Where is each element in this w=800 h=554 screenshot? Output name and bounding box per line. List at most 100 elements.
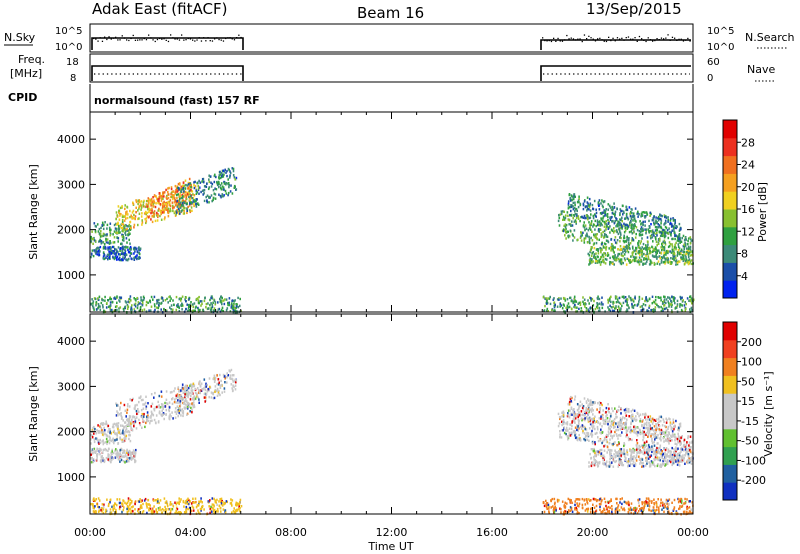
range-gate-cell: [660, 305, 662, 309]
range-gate-cell: [567, 204, 570, 207]
range-gate-cell: [690, 238, 692, 241]
range-gate-cell: [184, 207, 186, 210]
range-gate-cell: [198, 389, 201, 393]
range-gate-cell: [146, 420, 148, 423]
range-gate-cell: [213, 299, 216, 302]
range-gate-cell: [118, 211, 120, 214]
range-gate-cell: [133, 455, 135, 458]
nsearch-point: [575, 39, 577, 41]
range-gate-cell: [682, 445, 685, 448]
range-gate-cell: [172, 417, 174, 420]
range-gate-cell: [659, 257, 661, 260]
range-gate-cell: [145, 217, 148, 220]
range-gate-cell: [126, 303, 129, 307]
range-gate-cell: [590, 254, 593, 258]
range-gate-cell: [212, 196, 215, 200]
range-gate-cell: [160, 199, 163, 202]
nsearch-point: [594, 40, 597, 42]
range-gate-cell: [687, 436, 689, 440]
range-gate-cell: [602, 255, 605, 258]
range-gate-cell: [108, 242, 111, 245]
range-gate-cell: [679, 241, 681, 244]
range-gate-cell: [219, 297, 221, 301]
range-gate-cell: [622, 210, 625, 213]
range-gate-cell: [213, 307, 216, 310]
range-gate-cell: [616, 434, 618, 438]
range-gate-cell: [662, 300, 665, 303]
range-gate-cell: [230, 306, 233, 309]
nsearch-point: [636, 40, 638, 42]
range-gate-cell: [98, 442, 100, 445]
range-gate-cell: [629, 221, 631, 225]
range-gate-cell: [600, 303, 603, 306]
range-gate-cell: [123, 403, 126, 407]
range-gate-cell: [569, 222, 572, 226]
range-gate-cell: [175, 211, 178, 214]
range-gate-cell: [657, 241, 660, 244]
range-gate-cell: [126, 411, 128, 414]
range-gate-cell: [157, 214, 159, 217]
range-gate-cell: [668, 442, 670, 445]
range-gate-cell: [547, 297, 549, 300]
range-gate-cell: [600, 222, 603, 225]
range-gate-cell: [116, 449, 118, 452]
range-gate-cell: [570, 205, 573, 209]
range-gate-cell: [175, 397, 178, 400]
range-gate-cell: [140, 296, 142, 299]
range-gate-cell: [576, 201, 579, 204]
nsearch-point: [542, 37, 544, 39]
nsearch-point: [238, 34, 240, 36]
range-gate-cell: [586, 431, 588, 435]
range-gate-cell: [173, 194, 175, 197]
range-gate-cell: [658, 450, 660, 454]
range-gate-cell: [98, 232, 101, 235]
range-gate-cell: [129, 453, 131, 456]
range-gate-cell: [109, 241, 112, 245]
range-gate-cell: [233, 507, 235, 510]
range-gate-cell: [198, 382, 201, 386]
range-gate-cell: [134, 500, 137, 503]
range-gate-cell: [166, 208, 168, 211]
range-gate-cell: [622, 245, 625, 249]
range-gate-cell: [688, 441, 691, 444]
range-gate-cell: [168, 210, 171, 213]
range-gate-cell: [612, 309, 614, 312]
range-gate-cell: [685, 307, 687, 310]
range-gate-cell: [102, 508, 105, 511]
range-gate-cell: [214, 499, 216, 502]
range-gate-cell: [102, 422, 105, 425]
range-gate-cell: [181, 196, 184, 200]
range-gate-cell: [149, 422, 151, 425]
range-gate-cell: [595, 241, 598, 245]
range-gate-cell: [120, 454, 122, 457]
range-gate-cell: [212, 507, 214, 510]
nsearch-point: [597, 38, 599, 40]
range-gate-cell: [133, 422, 135, 425]
range-gate-cell: [660, 251, 662, 255]
range-gate-cell: [197, 391, 200, 394]
range-gate-cell: [224, 298, 226, 301]
range-gate-cell: [565, 426, 568, 430]
range-gate-cell: [568, 427, 571, 430]
range-gate-cell: [126, 307, 129, 310]
range-gate-cell: [226, 376, 228, 379]
range-gate-cell: [120, 414, 123, 418]
range-gate-cell: [601, 306, 604, 310]
range-gate-cell: [127, 507, 130, 510]
range-gate-cell: [680, 296, 682, 300]
range-gate-cell: [194, 397, 197, 400]
range-gate-cell: [102, 241, 104, 244]
range-gate-cell: [574, 210, 576, 213]
range-gate-cell: [207, 387, 210, 391]
range-gate-cell: [99, 308, 102, 311]
range-gate-cell: [672, 298, 675, 301]
range-gate-cell: [132, 397, 134, 401]
range-gate-cell: [116, 214, 118, 217]
range-gate-cell: [104, 429, 106, 432]
range-gate-cell: [683, 238, 686, 242]
range-gate-cell: [670, 303, 672, 306]
range-gate-cell: [116, 305, 118, 308]
range-gate-cell: [163, 497, 166, 500]
range-gate-cell: [195, 189, 198, 193]
range-gate-cell: [660, 309, 663, 313]
